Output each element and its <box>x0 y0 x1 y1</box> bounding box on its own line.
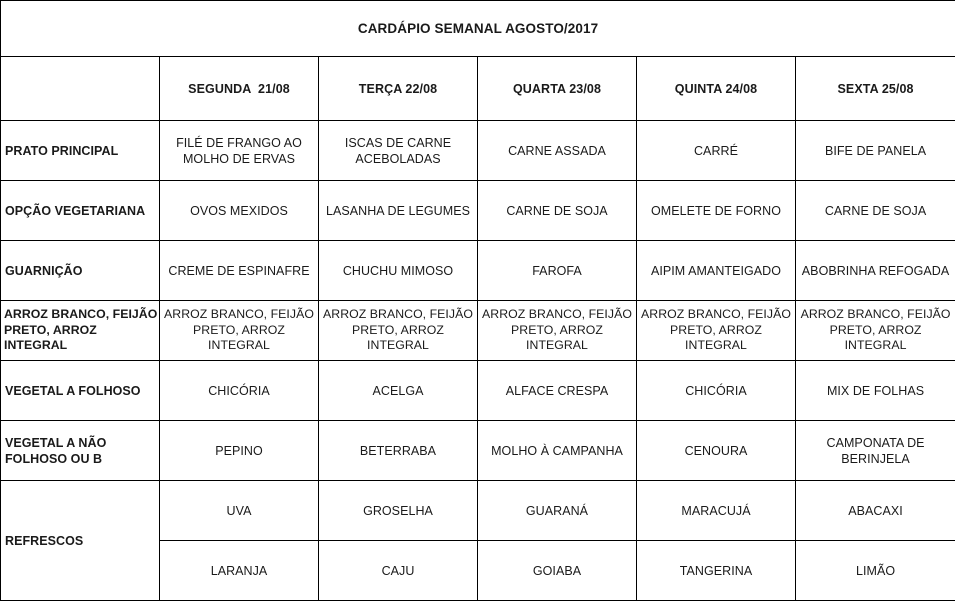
cell-naofolhoso-quinta: CENOURA <box>636 420 796 481</box>
cell-naofolhoso-segunda: PEPINO <box>159 420 319 481</box>
page-title: CARDÁPIO SEMANAL AGOSTO/2017 <box>0 0 955 57</box>
cell-prato-terca: ISCAS DE CARNE ACEBOLADAS <box>318 120 478 181</box>
cell-arroz-quinta: ARROZ BRANCO, FEIJÃO PRETO, ARROZ INTEGR… <box>636 300 796 361</box>
row-label-vegetal-nao-folhoso: VEGETAL A NÃO FOLHOSO OU B <box>0 420 160 481</box>
row-label-prato-principal: PRATO PRINCIPAL <box>0 120 160 181</box>
cell-refresco2-quinta: TANGERINA <box>636 540 796 601</box>
column-header-sexta: SEXTA 25/08 <box>794 56 955 121</box>
cell-refresco2-quarta: GOIABA <box>477 540 637 601</box>
cell-arroz-sexta: ARROZ BRANCO, FEIJÃO PRETO, ARROZ INTEGR… <box>794 300 955 361</box>
cell-folhoso-quarta: ALFACE CRESPA <box>477 360 637 421</box>
cell-naofolhoso-quarta: MOLHO À CAMPANHA <box>477 420 637 481</box>
cell-folhoso-sexta: MIX DE FOLHAS <box>794 360 955 421</box>
cell-vegetariana-quarta: CARNE DE SOJA <box>477 180 637 241</box>
cell-refresco1-sexta: ABACAXI <box>794 480 955 541</box>
cell-refresco1-quinta: MARACUJÁ <box>636 480 796 541</box>
cell-naofolhoso-terca: BETERRABA <box>318 420 478 481</box>
cell-prato-sexta: BIFE DE PANELA <box>794 120 955 181</box>
cell-folhoso-quinta: CHICÓRIA <box>636 360 796 421</box>
cell-refresco2-segunda: LARANJA <box>159 540 319 601</box>
cell-refresco1-terca: GROSELHA <box>318 480 478 541</box>
title-row: CARDÁPIO SEMANAL AGOSTO/2017 <box>0 0 955 57</box>
table-row: VEGETAL A FOLHOSO CHICÓRIA ACELGA ALFACE… <box>0 360 955 421</box>
cell-folhoso-terca: ACELGA <box>318 360 478 421</box>
table-corner-cell <box>0 56 160 121</box>
table-row: GUARNIÇÃO CREME DE ESPINAFRE CHUCHU MIMO… <box>0 240 955 301</box>
cell-naofolhoso-sexta: CAMPONATA DE BERINJELA <box>794 420 955 481</box>
cell-vegetariana-sexta: CARNE DE SOJA <box>794 180 955 241</box>
cell-guarnicao-sexta: ABOBRINHA REFOGADA <box>794 240 955 301</box>
cell-guarnicao-quinta: AIPIM AMANTEIGADO <box>636 240 796 301</box>
table-row: VEGETAL A NÃO FOLHOSO OU B PEPINO BETERR… <box>0 420 955 481</box>
cell-arroz-segunda: ARROZ BRANCO, FEIJÃO PRETO, ARROZ INTEGR… <box>159 300 319 361</box>
cell-arroz-quarta: ARROZ BRANCO, FEIJÃO PRETO, ARROZ INTEGR… <box>477 300 637 361</box>
table-row: ARROZ BRANCO, FEIJÃO PRETO, ARROZ INTEGR… <box>0 300 955 361</box>
day-header-row: SEGUNDA 21/08 TERÇA 22/08 QUARTA 23/08 Q… <box>0 56 955 121</box>
row-label-arroz-feijao: ARROZ BRANCO, FEIJÃO PRETO, ARROZ INTEGR… <box>0 300 160 361</box>
cell-guarnicao-terca: CHUCHU MIMOSO <box>318 240 478 301</box>
row-label-guarnicao: GUARNIÇÃO <box>0 240 160 301</box>
cell-prato-quinta: CARRÉ <box>636 120 796 181</box>
cell-vegetariana-terca: LASANHA DE LEGUMES <box>318 180 478 241</box>
cell-refresco1-quarta: GUARANÁ <box>477 480 637 541</box>
cell-refresco2-terca: CAJU <box>318 540 478 601</box>
column-header-segunda: SEGUNDA 21/08 <box>159 56 319 121</box>
cell-prato-quarta: CARNE ASSADA <box>477 120 637 181</box>
cell-vegetariana-quinta: OMELETE DE FORNO <box>636 180 796 241</box>
cell-guarnicao-segunda: CREME DE ESPINAFRE <box>159 240 319 301</box>
cell-arroz-terca: ARROZ BRANCO, FEIJÃO PRETO, ARROZ INTEGR… <box>318 300 478 361</box>
cell-guarnicao-quarta: FAROFA <box>477 240 637 301</box>
table-row: PRATO PRINCIPAL FILÉ DE FRANGO AO MOLHO … <box>0 120 955 181</box>
cell-prato-segunda: FILÉ DE FRANGO AO MOLHO DE ERVAS <box>159 120 319 181</box>
cell-vegetariana-segunda: OVOS MEXIDOS <box>159 180 319 241</box>
table-row: OPÇÃO VEGETARIANA OVOS MEXIDOS LASANHA D… <box>0 180 955 241</box>
column-header-quinta: QUINTA 24/08 <box>636 56 796 121</box>
table-row: REFRESCOS UVA GROSELHA GUARANÁ MARACUJÁ … <box>0 480 955 601</box>
cell-folhoso-segunda: CHICÓRIA <box>159 360 319 421</box>
row-label-refrescos: REFRESCOS <box>0 480 160 601</box>
row-label-opcao-vegetariana: OPÇÃO VEGETARIANA <box>0 180 160 241</box>
column-header-terca: TERÇA 22/08 <box>318 56 478 121</box>
table-row: LARANJA CAJU GOIABA TANGERINA LIMÃO <box>1 540 955 601</box>
cell-refresco1-segunda: UVA <box>159 480 319 541</box>
cell-refresco2-sexta: LIMÃO <box>794 540 955 601</box>
row-label-vegetal-folhoso: VEGETAL A FOLHOSO <box>0 360 160 421</box>
column-header-quarta: QUARTA 23/08 <box>477 56 637 121</box>
